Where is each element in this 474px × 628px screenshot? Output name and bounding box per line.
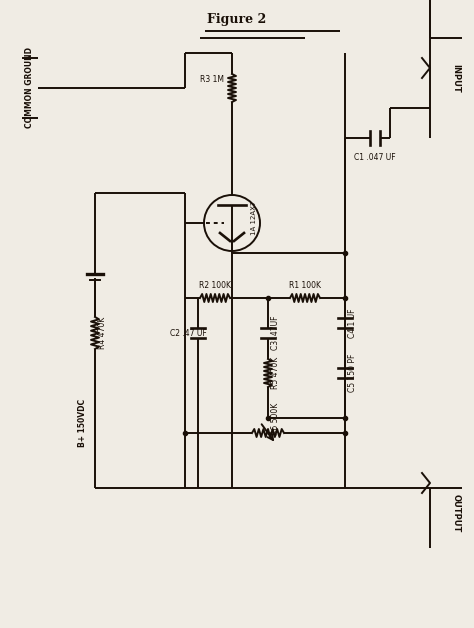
Text: B+ 150VDC: B+ 150VDC bbox=[79, 399, 88, 447]
Text: 1A 12AX7: 1A 12AX7 bbox=[251, 201, 257, 236]
Text: R3 1M: R3 1M bbox=[200, 75, 224, 85]
Text: R2 100K: R2 100K bbox=[199, 281, 231, 291]
Text: COMMON GROUND: COMMON GROUND bbox=[26, 48, 35, 129]
Text: OUTPUT: OUTPUT bbox=[452, 494, 461, 532]
Text: C2 .47 UF: C2 .47 UF bbox=[170, 328, 207, 337]
Text: R1 100K: R1 100K bbox=[289, 281, 321, 291]
Text: R5 470K: R5 470K bbox=[272, 357, 281, 389]
Text: C1 .047 UF: C1 .047 UF bbox=[354, 153, 396, 163]
Text: C4 1 UF: C4 1 UF bbox=[348, 308, 357, 338]
Text: R6 500K: R6 500K bbox=[272, 403, 281, 435]
Text: C3 .47UF: C3 .47UF bbox=[272, 316, 281, 350]
Text: C5 150 PF: C5 150 PF bbox=[348, 354, 357, 392]
Text: INPUT: INPUT bbox=[452, 63, 461, 92]
Text: Figure 2: Figure 2 bbox=[207, 13, 266, 26]
Text: R4 470K: R4 470K bbox=[99, 317, 108, 349]
